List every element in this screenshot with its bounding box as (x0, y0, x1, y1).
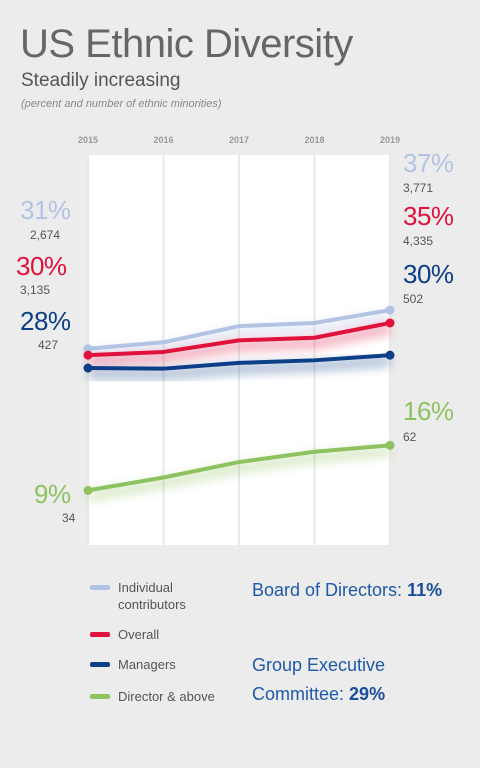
board-of-directors-stat: Board of Directors: 11% (252, 576, 452, 605)
series-glow-overall (87, 324, 391, 367)
gec-value: 29% (349, 684, 386, 704)
point-start-overall (83, 350, 93, 360)
page-subtitle: Steadily increasing (21, 70, 181, 91)
series-line-director-above (86, 443, 392, 493)
x-tick-2015: 2015 (78, 135, 98, 145)
legend-swatch (90, 694, 110, 699)
point-start-managers (83, 363, 93, 373)
x-tick-2019: 2019 (380, 135, 400, 145)
point-end-managers (385, 350, 395, 360)
label-end-count-managers: 502 (403, 292, 423, 306)
label-end-count-overall: 4,335 (403, 234, 433, 248)
x-tick-2016: 2016 (153, 135, 173, 145)
label-end-count-individual-contributors: 3,771 (403, 181, 433, 195)
label-start-pct-managers: 28% (20, 306, 71, 336)
label-start-count-overall: 3,135 (20, 283, 50, 297)
x-tick-2018: 2018 (304, 135, 324, 145)
label-end-pct-managers: 30% (403, 259, 454, 289)
legend-item-director-above: Director & above (90, 688, 238, 705)
series-line-overall (86, 320, 392, 358)
point-end-director-above (385, 440, 395, 450)
label-start-count-managers: 427 (38, 338, 58, 352)
label-end-pct-director-above: 16% (403, 396, 454, 426)
series-line-individual-contributors (86, 308, 392, 351)
legend-swatch (90, 585, 110, 590)
label-end-pct-individual-contributors: 37% (403, 148, 454, 178)
legend-item-individual-contributors: Individual contributors (90, 579, 238, 613)
label-start-pct-individual-contributors: 31% (20, 195, 71, 225)
label-start-pct-overall: 30% (16, 251, 67, 281)
board-value: 11% (407, 580, 443, 600)
point-end-individual-contributors (385, 305, 395, 315)
label-end-count-director-above: 62 (403, 430, 417, 444)
legend-label: Individual contributors (118, 580, 186, 612)
x-tick-2017: 2017 (229, 135, 249, 145)
point-start-director-above (83, 485, 93, 495)
legend-item-managers: Managers (90, 656, 238, 673)
legend-label: Managers (118, 657, 176, 672)
gec-label: Group Executive Committee: (252, 655, 386, 704)
series-line-managers (86, 353, 392, 371)
point-end-overall (385, 318, 395, 328)
legend-label: Director & above (118, 689, 215, 704)
series-glow-managers (87, 356, 391, 380)
legend-swatch (90, 662, 110, 667)
legend-label: Overall (118, 627, 160, 642)
legend-item-overall: Overall (90, 626, 238, 643)
legend-swatch (90, 632, 110, 637)
label-end-pct-overall: 35% (403, 201, 454, 231)
point-start-individual-contributors (83, 344, 93, 354)
group-executive-committee-stat: Group Executive Committee: 29% (252, 651, 452, 709)
chart-note: (percent and number of ethnic minorities… (21, 98, 222, 110)
series-glow-director-above (87, 446, 391, 502)
label-start-count-director-above: 34 (62, 511, 76, 525)
label-start-pct-director-above: 9% (34, 479, 71, 509)
label-start-count-individual-contributors: 2,674 (30, 228, 60, 242)
series-glow-individual-contributors (87, 311, 391, 360)
board-label: Board of Directors: (252, 580, 403, 600)
page-title: US Ethnic Diversity (20, 22, 353, 66)
